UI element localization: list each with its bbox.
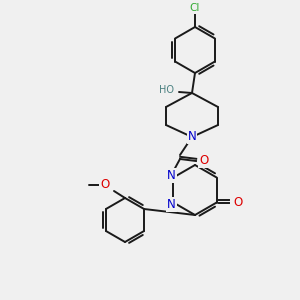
Text: N: N: [167, 169, 176, 182]
Text: O: O: [200, 154, 208, 167]
Text: N: N: [188, 130, 196, 143]
Text: O: O: [233, 196, 242, 209]
Text: HO: HO: [160, 85, 175, 95]
Text: N: N: [167, 198, 176, 211]
Text: O: O: [100, 178, 109, 191]
Text: Cl: Cl: [190, 3, 200, 13]
